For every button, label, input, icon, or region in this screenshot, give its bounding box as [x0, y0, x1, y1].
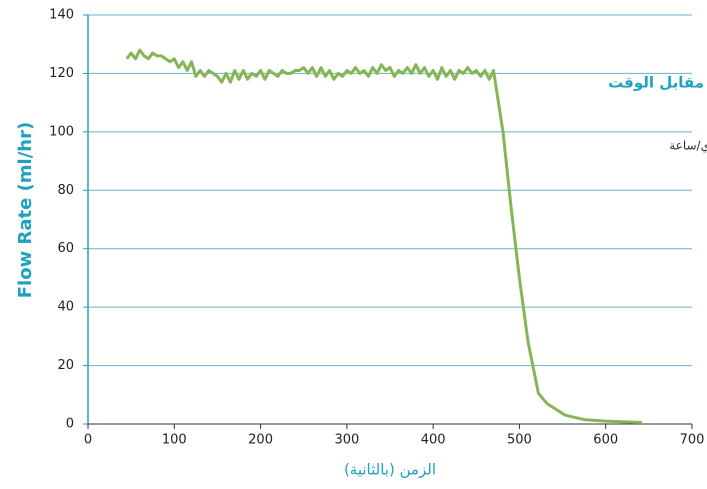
x-tick-label: 0 — [84, 433, 92, 448]
y-tick-label: 0 — [66, 417, 74, 432]
y-tick-label: 20 — [57, 358, 74, 373]
x-tick-label: 200 — [248, 433, 273, 448]
x-tick-label: 300 — [334, 433, 359, 448]
x-tick-label: 700 — [680, 433, 705, 448]
data-line — [125, 48, 643, 424]
y-tick-label: 140 — [49, 8, 74, 23]
x-tick-label: 500 — [507, 433, 532, 448]
x-tick-label: 400 — [421, 433, 446, 448]
x-axis-label: الزمن (بالثانية) — [344, 461, 436, 479]
y-tick-label: 120 — [49, 66, 74, 81]
y-tick-label: 80 — [57, 183, 74, 198]
y-tick-label: 40 — [57, 300, 74, 315]
y-axis-label: Flow Rate (ml/hr) — [15, 122, 36, 298]
x-tick-label: 600 — [593, 433, 618, 448]
y-tick-label: 100 — [49, 124, 74, 139]
y-tick-label: 60 — [57, 241, 74, 256]
annotation: مقابل الوقت — [608, 74, 704, 92]
annotation: ي/ساعة — [669, 139, 707, 153]
x-tick-label: 100 — [162, 433, 187, 448]
